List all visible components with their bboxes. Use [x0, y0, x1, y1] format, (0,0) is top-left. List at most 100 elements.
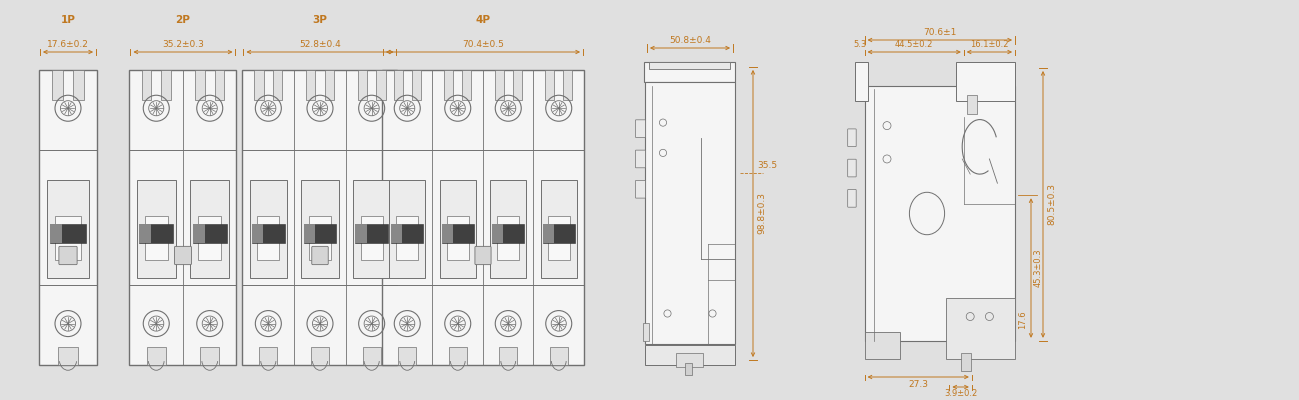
Bar [191, 180, 229, 278]
Bar [56, 216, 81, 260]
Bar [646, 345, 735, 365]
Bar [309, 216, 331, 260]
Bar [492, 224, 525, 243]
Text: 17.6: 17.6 [1018, 310, 1028, 329]
Bar [147, 348, 165, 365]
Bar [304, 224, 316, 243]
Bar [192, 224, 205, 243]
Bar [495, 70, 504, 100]
Bar [304, 224, 336, 243]
Bar [58, 348, 78, 365]
Bar [543, 224, 574, 243]
Bar [412, 70, 421, 100]
Bar [47, 180, 88, 278]
Bar [214, 70, 225, 100]
Text: 80.5±0.3: 80.5±0.3 [1047, 184, 1056, 226]
Text: 2P: 2P [175, 15, 191, 25]
Text: 70.6±1: 70.6±1 [924, 28, 956, 37]
FancyBboxPatch shape [635, 180, 646, 198]
Ellipse shape [909, 192, 944, 235]
Bar [144, 216, 168, 260]
Bar [357, 70, 368, 100]
FancyBboxPatch shape [635, 150, 646, 168]
Bar [399, 348, 416, 365]
Bar [252, 224, 264, 243]
Bar [549, 348, 568, 365]
Bar [49, 224, 62, 243]
Text: 44.5±0.2: 44.5±0.2 [895, 40, 934, 49]
Bar [39, 70, 97, 365]
Bar [540, 180, 577, 278]
Bar [643, 62, 735, 82]
Bar [439, 180, 475, 278]
Bar [252, 224, 284, 243]
Text: 98.8±0.3: 98.8±0.3 [757, 192, 766, 234]
FancyBboxPatch shape [848, 159, 856, 177]
FancyBboxPatch shape [174, 246, 191, 265]
Bar [650, 62, 730, 69]
Bar [391, 224, 403, 243]
Bar [249, 180, 287, 278]
Text: 3.9±0.2: 3.9±0.2 [944, 389, 977, 398]
FancyBboxPatch shape [475, 246, 491, 265]
Bar [356, 224, 366, 243]
FancyBboxPatch shape [312, 246, 329, 265]
Bar [257, 216, 279, 260]
Bar [960, 353, 970, 371]
FancyBboxPatch shape [848, 129, 856, 146]
Bar [73, 70, 83, 100]
Bar [161, 70, 170, 100]
Bar [865, 86, 1015, 341]
Bar [946, 298, 1015, 359]
FancyBboxPatch shape [848, 190, 856, 207]
Bar [543, 224, 553, 243]
Bar [390, 180, 426, 278]
Bar [966, 95, 977, 114]
Bar [260, 348, 278, 365]
Bar [136, 180, 175, 278]
Bar [200, 348, 220, 365]
Text: 5.3: 5.3 [853, 40, 866, 49]
Bar [139, 224, 151, 243]
Text: 45.3±0.3: 45.3±0.3 [1034, 249, 1043, 287]
Bar [391, 224, 423, 243]
Text: 1P: 1P [61, 15, 75, 25]
Bar [396, 216, 418, 260]
Bar [548, 216, 570, 260]
Bar [646, 82, 735, 344]
Text: 35.5: 35.5 [757, 160, 777, 170]
Bar [361, 216, 383, 260]
Bar [243, 70, 397, 365]
Bar [377, 70, 386, 100]
Bar [855, 62, 868, 101]
Bar [442, 224, 453, 243]
Bar [255, 70, 264, 100]
Bar [142, 70, 152, 100]
Bar [546, 70, 555, 100]
Bar [52, 70, 62, 100]
Text: 35.2±0.3: 35.2±0.3 [162, 40, 204, 49]
Bar [499, 348, 517, 365]
Bar [394, 70, 403, 100]
Bar [273, 70, 282, 100]
FancyBboxPatch shape [58, 246, 77, 265]
Bar [325, 70, 334, 100]
Text: 3P: 3P [313, 15, 327, 25]
Bar [956, 62, 1015, 101]
Bar [356, 224, 388, 243]
Bar [447, 216, 469, 260]
Text: 50.8±0.4: 50.8±0.4 [669, 36, 711, 45]
Bar [301, 180, 339, 278]
Bar [130, 70, 236, 365]
Text: 70.4±0.5: 70.4±0.5 [462, 40, 504, 49]
Text: 16.1±0.2: 16.1±0.2 [970, 40, 1008, 49]
Bar [462, 70, 472, 100]
Bar [498, 216, 520, 260]
Bar [490, 180, 526, 278]
Bar [353, 180, 390, 278]
Bar [199, 216, 221, 260]
Bar [564, 70, 573, 100]
Bar [195, 70, 205, 100]
Bar [449, 348, 466, 365]
Text: 17.6±0.2: 17.6±0.2 [47, 40, 88, 49]
